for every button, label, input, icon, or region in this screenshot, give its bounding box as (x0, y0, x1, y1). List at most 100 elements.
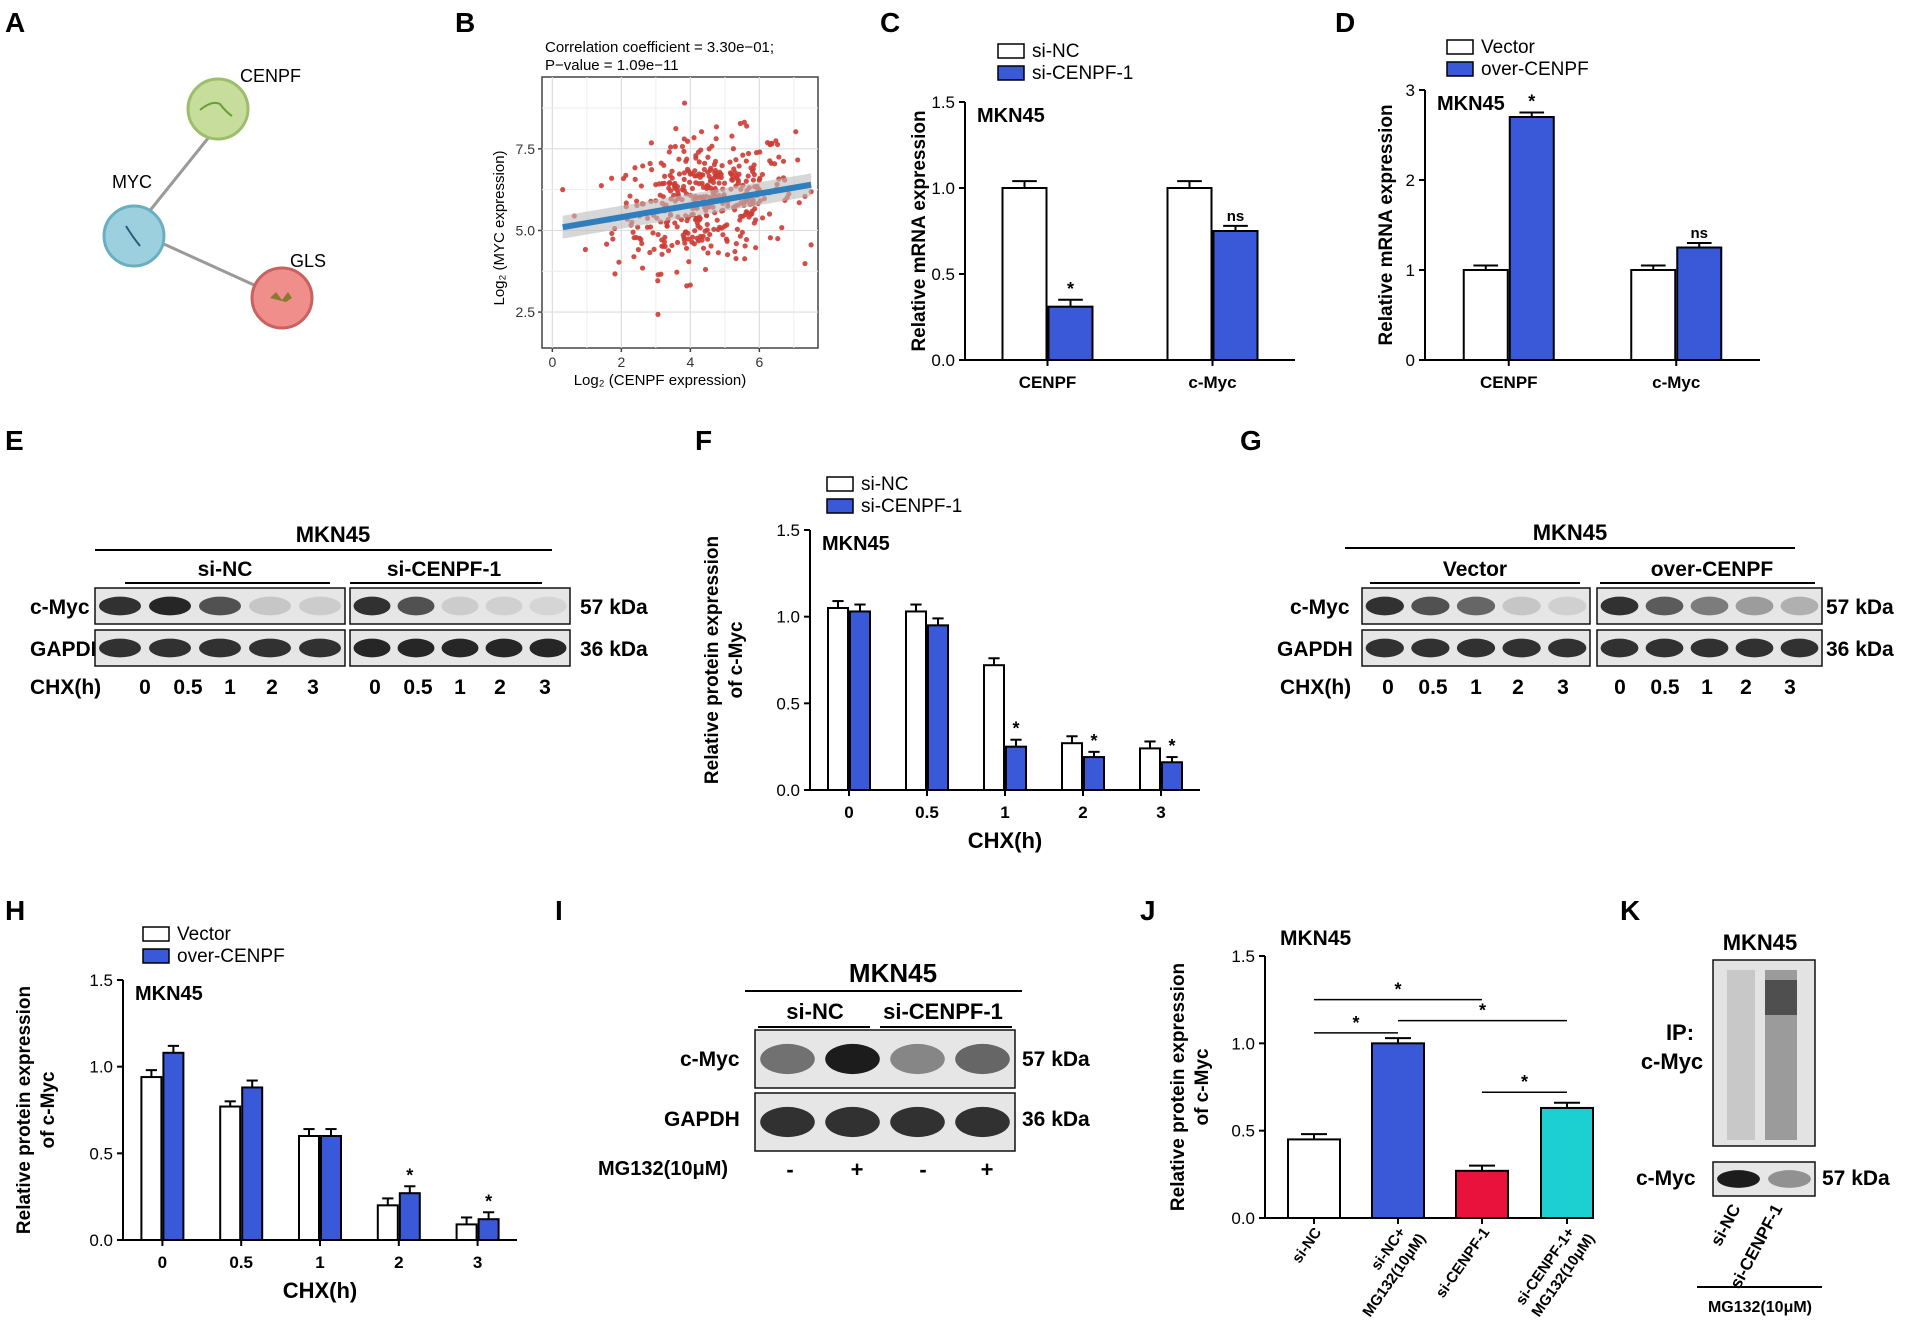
scatter-point (711, 226, 717, 232)
panel-label-h: H (5, 895, 25, 926)
protein-band (1645, 638, 1684, 658)
bar (162, 1051, 185, 1242)
scatter-point (741, 119, 747, 125)
scatter-point (724, 252, 731, 258)
x-tick-label: CENPF (1480, 373, 1538, 392)
scatter-point (681, 176, 687, 182)
scatter-point (689, 171, 695, 177)
y-tick-label: 2.5 (516, 304, 536, 320)
scatter-point (648, 140, 654, 146)
scatter-point (724, 222, 730, 228)
lane-label: - (919, 1157, 926, 1182)
protein-band (199, 596, 241, 616)
scatter-point (739, 229, 745, 236)
lane-label: 1 (1470, 676, 1482, 699)
scatter-point (631, 254, 637, 260)
scatter-point (743, 178, 749, 184)
panel-label-k: K (1620, 895, 1640, 926)
legend-swatch (1446, 39, 1474, 55)
blot-title: MKN45 (1533, 520, 1608, 545)
scatter-point (697, 225, 703, 231)
scatter-point (666, 149, 672, 155)
scatter-point (707, 231, 713, 238)
bar (1061, 742, 1083, 792)
significance-mark: * (406, 1165, 413, 1185)
scatter-point (669, 168, 675, 174)
protein-band (1645, 596, 1684, 616)
chart-title: MKN45 (822, 533, 890, 555)
kda-36: 36 kDa (1022, 1108, 1090, 1131)
scatter-point (733, 255, 739, 262)
protein-band (1768, 1170, 1811, 1188)
bar (1047, 305, 1094, 361)
row-label-gapdh: GAPDH (30, 638, 106, 661)
chart-title: MKN45 (1280, 927, 1352, 950)
scatter-point (727, 159, 733, 165)
legend-label: si-CENPF-1 (1032, 63, 1133, 84)
protein-band (249, 596, 291, 616)
significance-mark: * (485, 1191, 492, 1211)
bar (1001, 187, 1048, 361)
protein-band (760, 1106, 815, 1138)
scatter-point (708, 243, 714, 249)
scatter-point (753, 217, 759, 223)
y-axis-label: Relative protein expression (14, 986, 35, 1234)
x-tick-label: c-Myc (1188, 373, 1236, 392)
protein-band (1717, 1170, 1760, 1188)
node-label-gls: GLS (290, 251, 326, 271)
scatter-point (696, 159, 702, 165)
scatter-point (672, 143, 678, 150)
scatter-point (802, 260, 808, 267)
fit-line (562, 181, 812, 231)
scatter-point (735, 180, 741, 186)
scatter-point (659, 251, 665, 257)
significance-mark: * (1479, 1001, 1486, 1021)
protein-band (1735, 638, 1774, 658)
group-label-si-cenpf-1: si-CENPF-1 (387, 558, 502, 581)
panel-label-b: B (455, 7, 475, 38)
bar (1166, 187, 1213, 361)
scatter-point (793, 129, 799, 135)
scatter-point (704, 182, 711, 188)
bar (983, 664, 1005, 792)
protein-band (1690, 596, 1729, 616)
panel-g-western-blot: MKN45 Vector over-CENPF c-Myc GAPDH 57 k… (1277, 520, 1894, 699)
row-label-gapdh: GAPDH (1277, 638, 1353, 661)
node-gls (250, 266, 314, 330)
scatter-point (669, 242, 675, 249)
legend-swatch (142, 948, 170, 964)
scatter-point (640, 163, 646, 169)
protein-band (1411, 638, 1450, 658)
lane-label: 0 (139, 676, 151, 699)
scatter-point (742, 243, 748, 249)
scatter-point (634, 198, 640, 204)
kda-57: 57 kDa (1822, 1167, 1890, 1190)
scatter-point (560, 187, 566, 193)
protein-band (1548, 596, 1587, 616)
y-axis-label: Relative protein expression (1168, 963, 1189, 1211)
protein-band (1548, 638, 1587, 658)
protein-structure-icon (270, 292, 292, 302)
bar (1139, 747, 1161, 792)
scatter-point (712, 170, 718, 176)
lane-label: 1 (224, 676, 236, 699)
protein-band (1365, 596, 1404, 616)
protein-band (955, 1106, 1010, 1138)
kda-36: 36 kDa (1826, 638, 1894, 661)
legend-label: over-CENPF (177, 946, 285, 967)
scatter-point (737, 120, 744, 127)
scatter-point (753, 245, 759, 251)
scatter-point (655, 278, 661, 284)
chart-title: MKN45 (135, 983, 203, 1005)
y-tick-label: 3 (1406, 81, 1415, 100)
blot-title: MKN45 (1723, 930, 1798, 955)
bar (827, 607, 849, 791)
bar (376, 1204, 399, 1242)
scatter-point (657, 192, 663, 198)
scatter-point (740, 152, 746, 158)
significance-mark: * (1352, 1013, 1359, 1033)
bar (241, 1086, 264, 1242)
scatter-point (709, 143, 715, 149)
y-tick-label: 0.0 (1231, 1209, 1255, 1228)
